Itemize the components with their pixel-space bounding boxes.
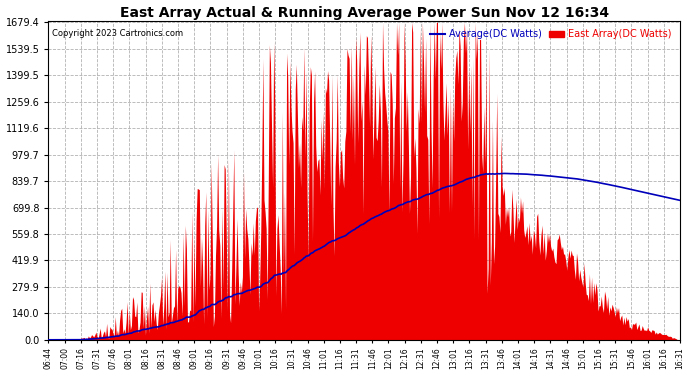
Title: East Array Actual & Running Average Power Sun Nov 12 16:34: East Array Actual & Running Average Powe… xyxy=(119,6,609,20)
Text: Copyright 2023 Cartronics.com: Copyright 2023 Cartronics.com xyxy=(52,29,183,38)
Legend: Average(DC Watts), East Array(DC Watts): Average(DC Watts), East Array(DC Watts) xyxy=(426,26,675,44)
